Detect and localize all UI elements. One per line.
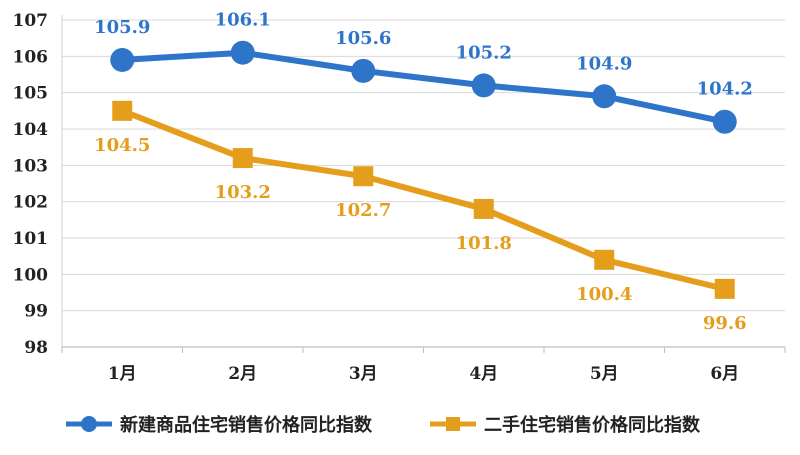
data-point-marker [351,58,376,83]
legend-label: 二手住宅销售价格同比指数 [484,414,701,436]
data-label: 104.9 [576,53,632,74]
data-point-marker [592,84,617,109]
y-tick-label: 107 [13,11,49,31]
data-point-marker [112,100,133,121]
axes: 98 99 100 101 102 103 104 105 106 107 1月 2月 3月 4月 5月 6月 [13,11,786,384]
series-line-1 [119,49,728,125]
y-tick-label: 99 [24,302,48,322]
x-tick-label: 4月 [469,364,498,384]
y-tick-label: 101 [13,229,49,249]
series-lines [110,40,737,299]
x-tick-label: 2月 [228,364,257,384]
y-tick-label: 104 [13,120,49,140]
legend: 新建商品住宅销售价格同比指数 二手住宅销售价格同比指数 [66,414,701,436]
legend-label: 新建商品住宅销售价格同比指数 [120,414,373,436]
data-label: 105.9 [94,17,150,38]
y-tick-label: 103 [13,156,49,176]
x-tick-label: 3月 [349,364,378,384]
data-labels: 105.9 106.1 105.6 105.2 104.9 104.2 104.5 103.2… [94,10,753,334]
data-point-marker [353,166,374,187]
data-point-marker [714,278,735,299]
x-tick-label: 5月 [590,364,619,384]
x-tick-label: 1月 [108,364,137,384]
legend-item-2: 二手住宅销售价格同比指数 [430,414,701,436]
legend-marker [81,416,97,432]
data-point-marker [232,148,253,169]
data-point-marker [594,249,615,270]
legend-item-1: 新建商品住宅销售价格同比指数 [66,414,373,436]
data-label: 106.1 [215,10,271,31]
y-tick-label: 106 [13,47,49,67]
data-label: 102.7 [335,200,391,221]
data-label: 103.2 [215,182,271,203]
data-label: 105.6 [335,28,391,49]
y-tick-label: 102 [13,193,49,213]
data-label: 99.6 [703,313,747,334]
data-point-marker [473,198,494,219]
data-point-marker [471,73,496,98]
data-point-marker [110,47,135,72]
data-label: 100.4 [576,284,632,305]
grid-lines [61,15,785,347]
data-label: 101.8 [456,233,512,254]
data-point-marker [712,109,737,134]
data-label: 105.2 [456,42,512,63]
y-tick-label: 100 [13,265,49,285]
x-tick-label: 6月 [710,364,739,384]
data-point-marker [230,40,255,65]
series-line-2 [119,107,728,292]
data-label: 104.5 [94,135,150,156]
y-tick-label: 98 [24,338,48,358]
y-tick-label: 105 [13,84,49,104]
data-label: 104.2 [697,79,753,100]
legend-marker [446,417,460,431]
